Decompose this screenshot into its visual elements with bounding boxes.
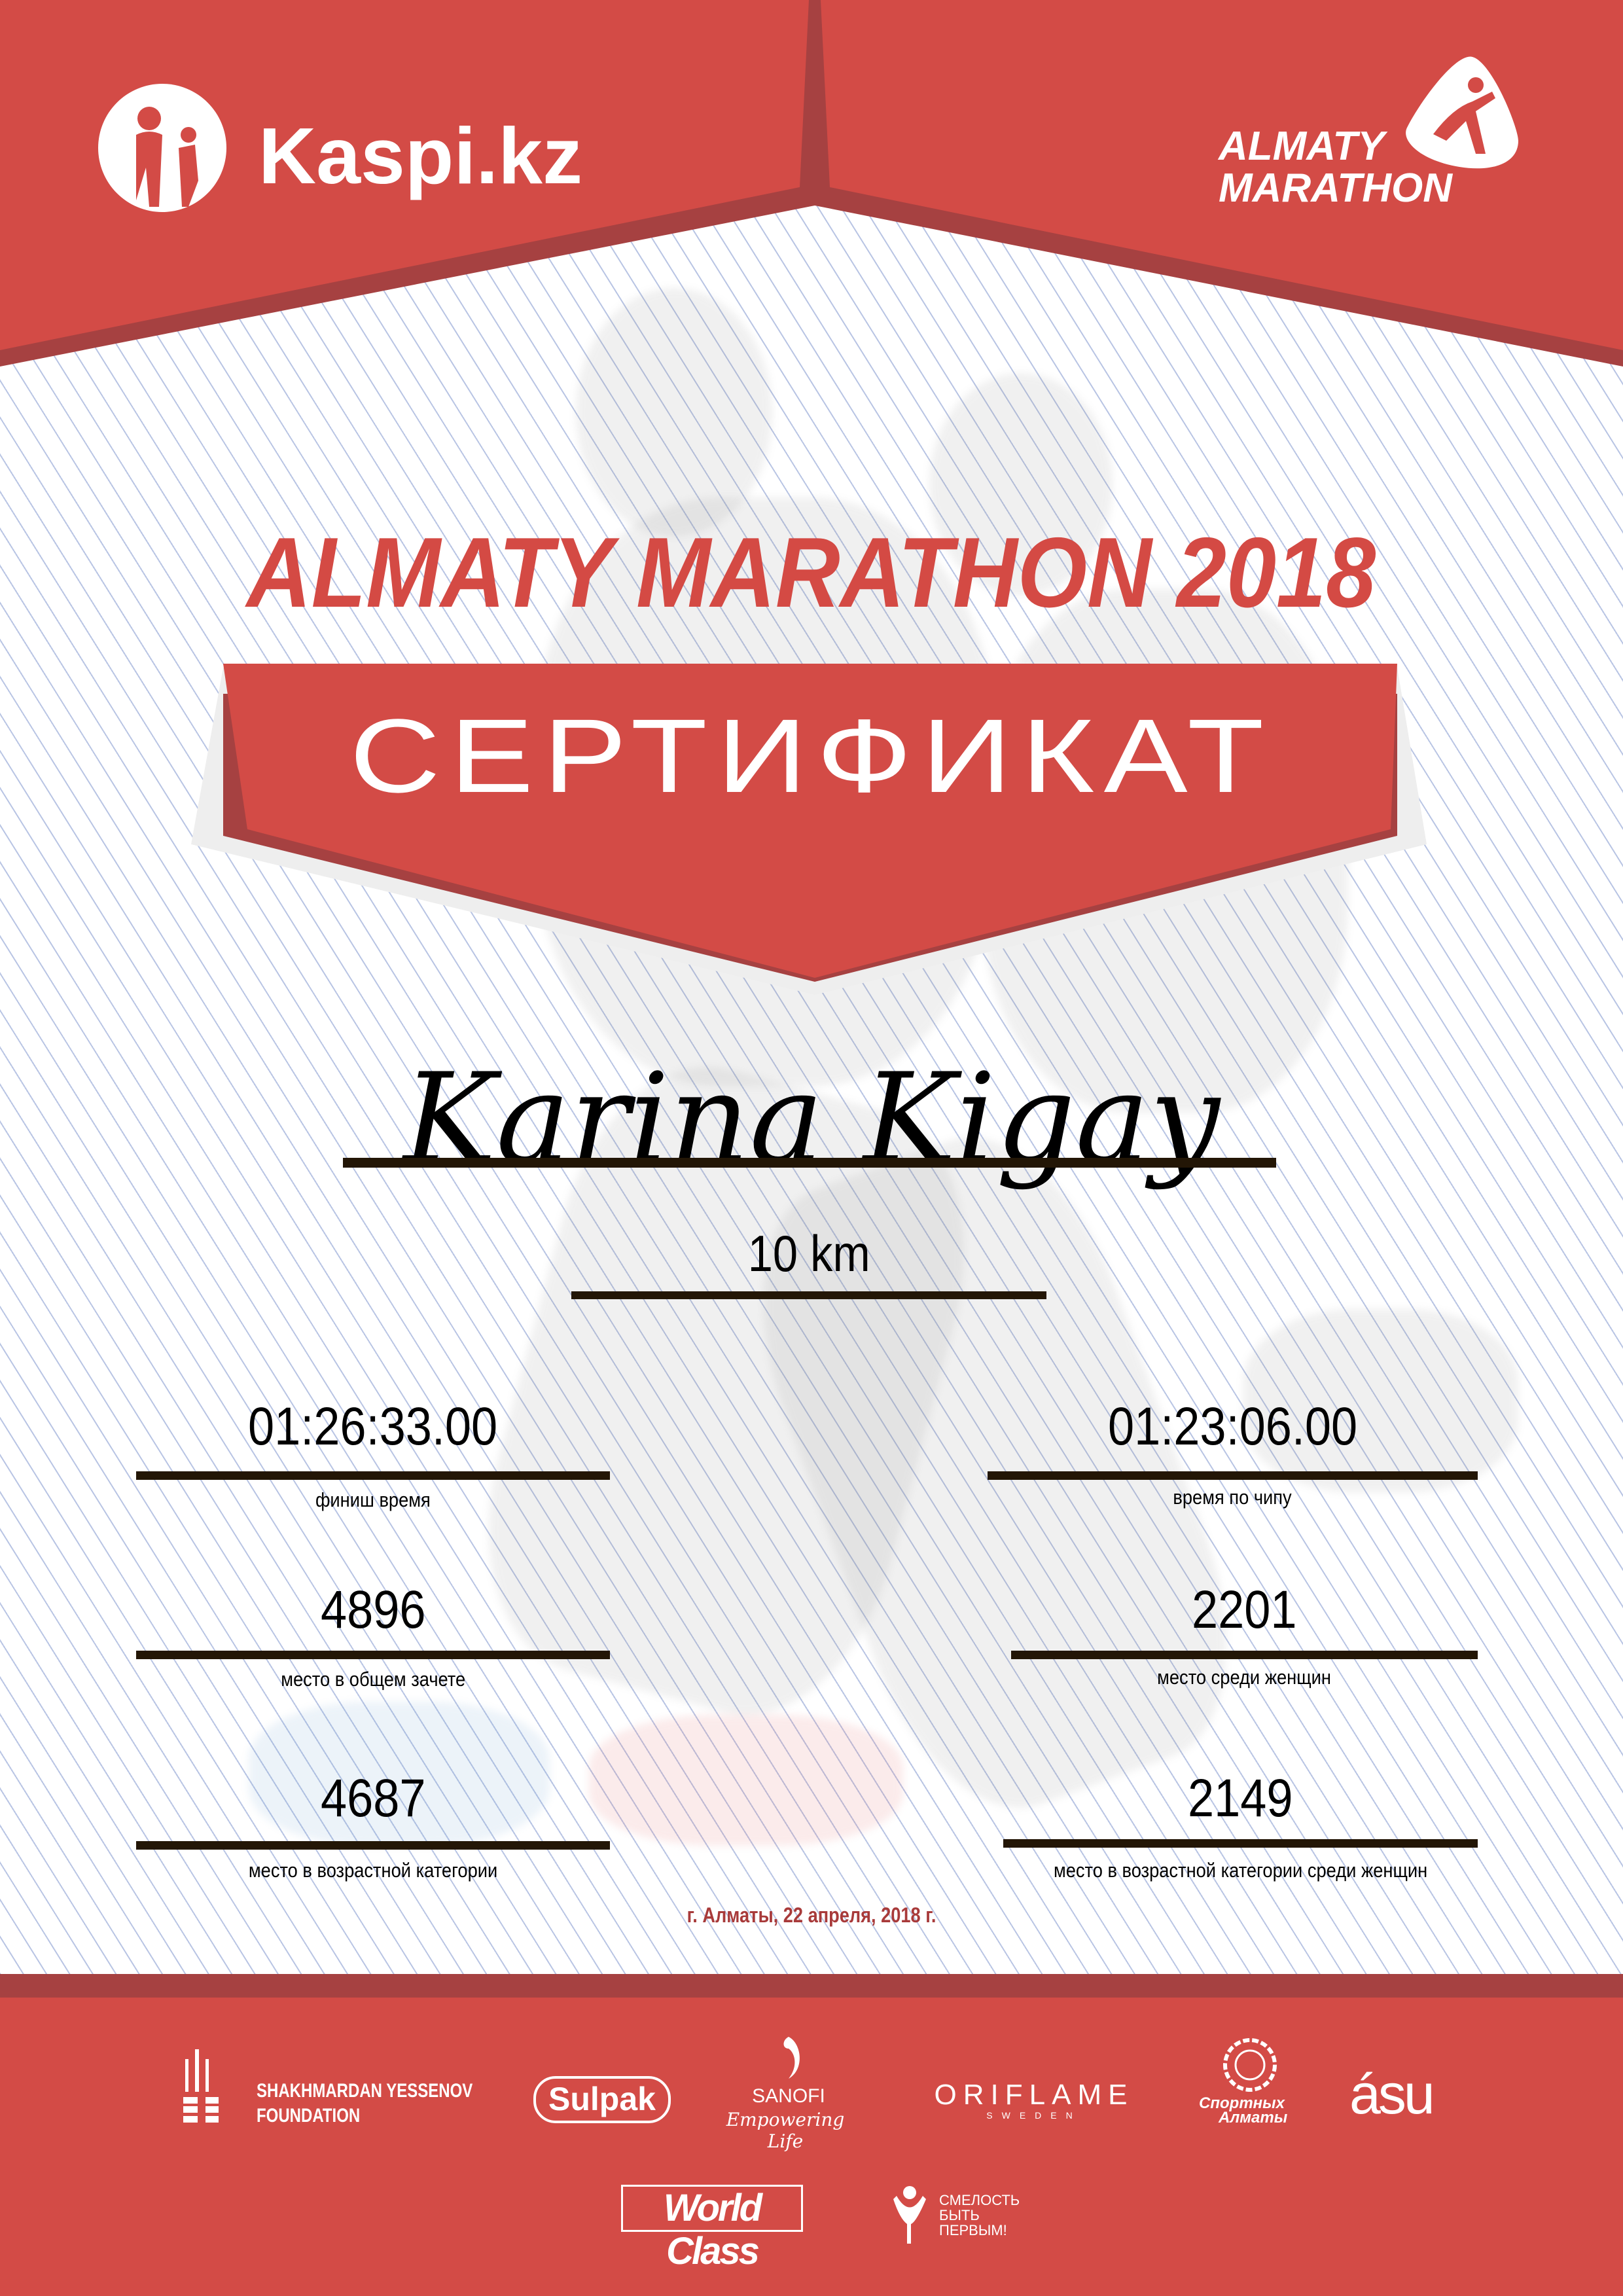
underline [1011, 1651, 1478, 1659]
kaspi-wordmark: Kaspi.kz [259, 111, 582, 200]
worldclass-logo: World Class [621, 2185, 803, 2272]
photo-shape [929, 373, 1113, 596]
date: г. Алматы, 22 апреля, 2018 г. [687, 1903, 936, 1927]
participant-name: Karina Kigay [403, 1047, 1220, 1191]
partners-sport_almaty-line2: Алматы [1219, 2109, 1288, 2126]
partners-sanofi-tagline: Empowering Life [726, 2109, 845, 2152]
results-5-value: 2149 [1188, 1768, 1293, 1828]
partners-oriflame-sub: SWEDEN [986, 2110, 1082, 2121]
partners-fund-line1: СМЕЛОСТЬ [939, 2192, 1020, 2208]
event-title: ALMATY MARATHON 2018 [0, 517, 1623, 628]
title: ALMATY MARATHON 2018 [247, 517, 1376, 628]
photo-shape [589, 1715, 903, 1846]
partners-sport_almaty-line1: Спортных [1199, 2094, 1285, 2112]
partners-yessenov-line1: SHAKHMARDAN YESSENOV [257, 2080, 473, 2102]
footer-stripe [0, 1974, 1623, 1998]
date-location: г. Алматы, 22 апреля, 2018 г. [0, 1903, 1623, 1928]
partners-oriflame-name: ORIFLAME [934, 2079, 1134, 2111]
partners-fund-line2: БЫТЬ [939, 2207, 980, 2223]
photo-shape [1243, 1309, 1518, 1492]
photo-shape [576, 288, 772, 537]
sanofi-bird-icon [783, 2037, 800, 2079]
asu-logo: ásu [1349, 2063, 1435, 2126]
results-1-value: 01:23:06.00 [1107, 1397, 1358, 1456]
partners-footer [0, 1998, 1623, 2296]
logo-line2: MARATHON [1219, 166, 1453, 211]
partners-sanofi-name: SANOFI [752, 2085, 825, 2107]
distance-underline [571, 1291, 1046, 1299]
results-2-value: 4896 [320, 1580, 426, 1640]
header-banner [0, 0, 1623, 367]
underline [1003, 1839, 1478, 1848]
results-4-value: 4687 [320, 1768, 426, 1828]
results-2-label: место в общем зачете [281, 1668, 465, 1691]
certificate-heading: СЕРТИФИКАТ [349, 697, 1274, 814]
kaspi-person-icon [98, 84, 226, 212]
results-3-label: место среди женщин [1157, 1666, 1332, 1689]
photo-shape [249, 1702, 550, 1846]
underline [136, 1651, 610, 1659]
results-5-label: место в возрастной категории среди женщи… [1053, 1859, 1428, 1882]
underline [136, 1841, 610, 1850]
fund-figure-icon [893, 2186, 926, 2244]
distance-value: 10 km [571, 1224, 1046, 1283]
yessenov-bars-icon [183, 2049, 219, 2123]
results-0-label: финиш время [315, 1488, 431, 1511]
partners-fund-line3: ПЕРВЫМ! [939, 2222, 1007, 2238]
runner-drop-icon [1406, 56, 1518, 169]
underline [988, 1471, 1478, 1480]
underline [136, 1471, 610, 1480]
sport-almaty-emblem-icon [1223, 2038, 1277, 2092]
sulpak-logo: Sulpak [533, 2076, 671, 2123]
participant-distance: 10 km [747, 1225, 870, 1282]
results-1-label: время по чипу [1173, 1486, 1293, 1509]
name-underline [343, 1158, 1276, 1168]
results-0-value: 01:26:33.00 [248, 1397, 498, 1456]
partners-yessenov-line2: FOUNDATION [257, 2105, 361, 2126]
logo-line1: ALMATY [1219, 124, 1385, 169]
certificate-banner [191, 664, 1427, 995]
results-3-value: 2201 [1192, 1580, 1297, 1640]
results-4-label: место в возрастной категории [248, 1859, 498, 1882]
